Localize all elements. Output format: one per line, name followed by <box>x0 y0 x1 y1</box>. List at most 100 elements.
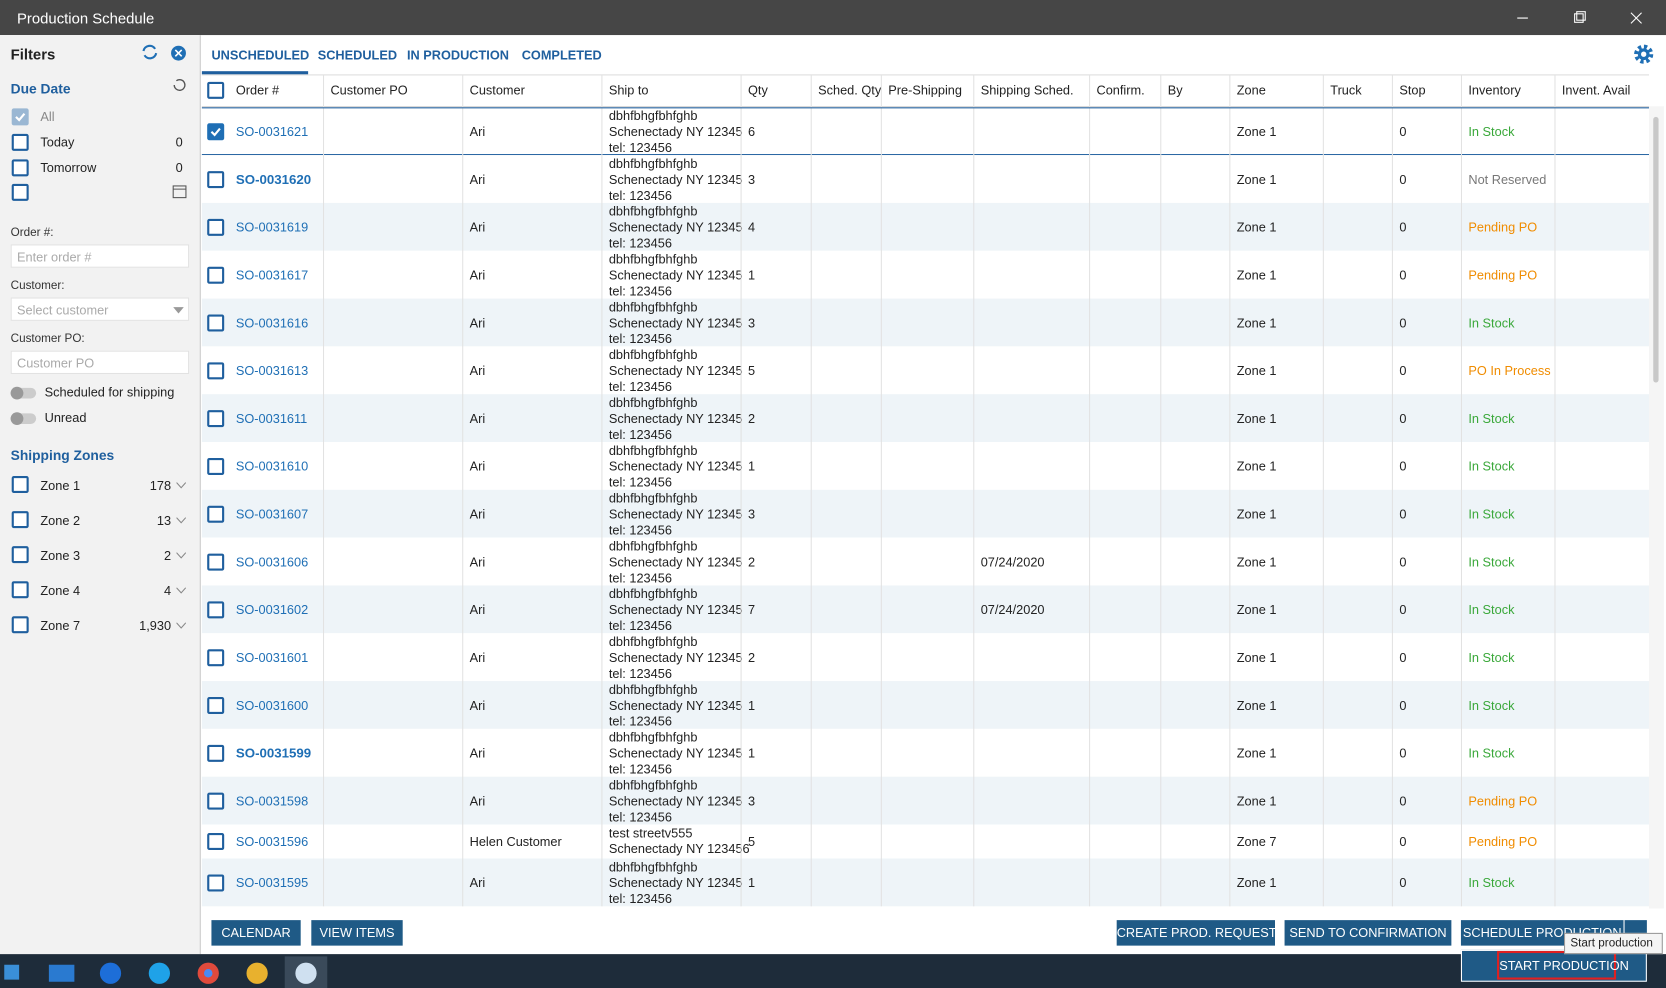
tab[interactable]: COMPLETED <box>521 47 602 63</box>
zone-expand[interactable] <box>176 517 186 524</box>
table-row[interactable] <box>201 298 1649 347</box>
cell-qty: 1 <box>748 874 756 890</box>
button[interactable]: SEND TO CONFIRMATION <box>1284 920 1452 946</box>
checkbox[interactable] <box>207 313 225 331</box>
button[interactable]: CALENDAR <box>211 920 301 946</box>
input[interactable]: Customer PO <box>10 350 190 374</box>
button[interactable]: VIEW ITEMS <box>311 920 403 946</box>
table-row[interactable] <box>201 155 1649 203</box>
order-link[interactable]: SO-0031601 <box>235 649 309 665</box>
table-row[interactable] <box>201 394 1649 442</box>
zone-expand[interactable] <box>176 552 186 559</box>
menu-item-label: START PRODUCTION <box>1499 958 1629 974</box>
checkbox[interactable] <box>207 696 225 714</box>
order-link[interactable]: SO-0031617 <box>235 267 309 283</box>
checkbox[interactable] <box>207 833 225 850</box>
table-row[interactable] <box>201 585 1649 634</box>
checkbox[interactable] <box>207 505 225 523</box>
table-row[interactable] <box>201 489 1649 538</box>
toggle[interactable] <box>10 412 37 425</box>
checkbox[interactable] <box>207 266 225 284</box>
column-divider <box>462 74 464 907</box>
order-link[interactable]: SO-0031619 <box>235 219 309 235</box>
ship-to-line: Schenectady NY 123456 <box>608 841 750 857</box>
table-row[interactable] <box>201 202 1649 251</box>
checkbox[interactable] <box>207 744 225 762</box>
zone-name: Zone 4 <box>40 583 81 599</box>
cell-customer: Ari <box>469 410 486 426</box>
tab[interactable]: IN PRODUCTION <box>406 47 509 63</box>
settings-icon[interactable] <box>1633 44 1654 65</box>
ship-to-line: dbhfbhgfbhfghb <box>608 443 698 458</box>
table-row[interactable] <box>201 633 1649 682</box>
menu-item[interactable]: START PRODUCTION <box>1497 950 1629 980</box>
checkbox[interactable] <box>11 476 29 493</box>
checkbox[interactable] <box>207 873 225 891</box>
order-link[interactable]: SO-0031616 <box>235 315 309 330</box>
checkbox[interactable] <box>207 409 225 427</box>
checkbox[interactable] <box>207 170 225 188</box>
tab[interactable]: UNSCHEDULED <box>211 47 310 63</box>
checkbox[interactable] <box>11 546 29 564</box>
table-row[interactable] <box>201 346 1649 395</box>
order-link[interactable]: SO-0031611 <box>235 410 308 426</box>
checkbox[interactable] <box>11 108 29 126</box>
table-row[interactable] <box>201 728 1649 777</box>
order-link[interactable]: SO-0031599 <box>235 745 312 761</box>
table-row[interactable] <box>201 824 1649 859</box>
order-link[interactable]: SO-0031607 <box>235 506 309 522</box>
column-divider <box>601 74 603 907</box>
checkbox[interactable] <box>11 581 29 599</box>
checkbox[interactable] <box>11 159 29 177</box>
order-link[interactable]: SO-0031596 <box>235 834 309 849</box>
zone-expand[interactable] <box>176 622 186 629</box>
cell-stop: 0 <box>1399 410 1407 426</box>
checkbox[interactable] <box>207 457 225 475</box>
order-link[interactable]: SO-0031613 <box>235 362 309 378</box>
table-row[interactable] <box>201 858 1649 907</box>
checkbox[interactable] <box>207 361 225 379</box>
zone-expand[interactable] <box>176 482 186 489</box>
checkbox[interactable] <box>207 648 225 666</box>
table-row[interactable] <box>201 776 1649 825</box>
scroll-thumb[interactable] <box>1653 116 1659 383</box>
cell-inventory: In Stock <box>1468 874 1515 890</box>
checkbox[interactable] <box>11 511 29 529</box>
table-row[interactable] <box>201 442 1649 490</box>
order-link[interactable]: SO-0031598 <box>235 793 309 809</box>
checkbox[interactable] <box>207 792 225 810</box>
checkbox[interactable] <box>207 600 225 618</box>
option-label: All <box>40 109 55 125</box>
checkbox[interactable] <box>11 616 29 634</box>
taskbar <box>0 954 1666 988</box>
checkbox[interactable] <box>11 183 29 201</box>
checkbox[interactable] <box>207 553 225 571</box>
cell-stop: 0 <box>1399 123 1407 139</box>
order-link[interactable]: SO-0031610 <box>235 458 309 474</box>
button-label: VIEW ITEMS <box>319 925 395 941</box>
checkbox[interactable] <box>207 81 225 99</box>
order-link[interactable]: SO-0031600 <box>235 697 309 713</box>
table-row[interactable] <box>201 537 1649 586</box>
checkbox[interactable] <box>207 218 225 236</box>
button[interactable]: CREATE PROD. REQUEST <box>1116 920 1277 946</box>
toggle[interactable] <box>10 386 37 400</box>
order-link[interactable]: SO-0031620 <box>235 171 312 187</box>
taskbar-icons <box>4 956 328 988</box>
input[interactable]: Enter order # <box>10 244 190 268</box>
order-link[interactable]: SO-0031602 <box>235 601 309 617</box>
order-link[interactable]: SO-0031621 <box>235 123 309 139</box>
table-row[interactable] <box>201 107 1649 156</box>
cell-qty: 2 <box>748 649 756 665</box>
tab[interactable]: SCHEDULED <box>317 47 398 63</box>
zone-expand[interactable] <box>176 587 186 594</box>
checkbox[interactable] <box>11 133 29 151</box>
order-link[interactable]: SO-0031595 <box>235 874 309 890</box>
input[interactable]: Select customer <box>10 297 190 321</box>
order-link[interactable]: SO-0031606 <box>235 554 309 569</box>
table-row[interactable] <box>201 250 1649 299</box>
table-row[interactable] <box>201 681 1649 729</box>
checkbox[interactable] <box>207 122 225 140</box>
cell-qty: 1 <box>748 745 756 761</box>
